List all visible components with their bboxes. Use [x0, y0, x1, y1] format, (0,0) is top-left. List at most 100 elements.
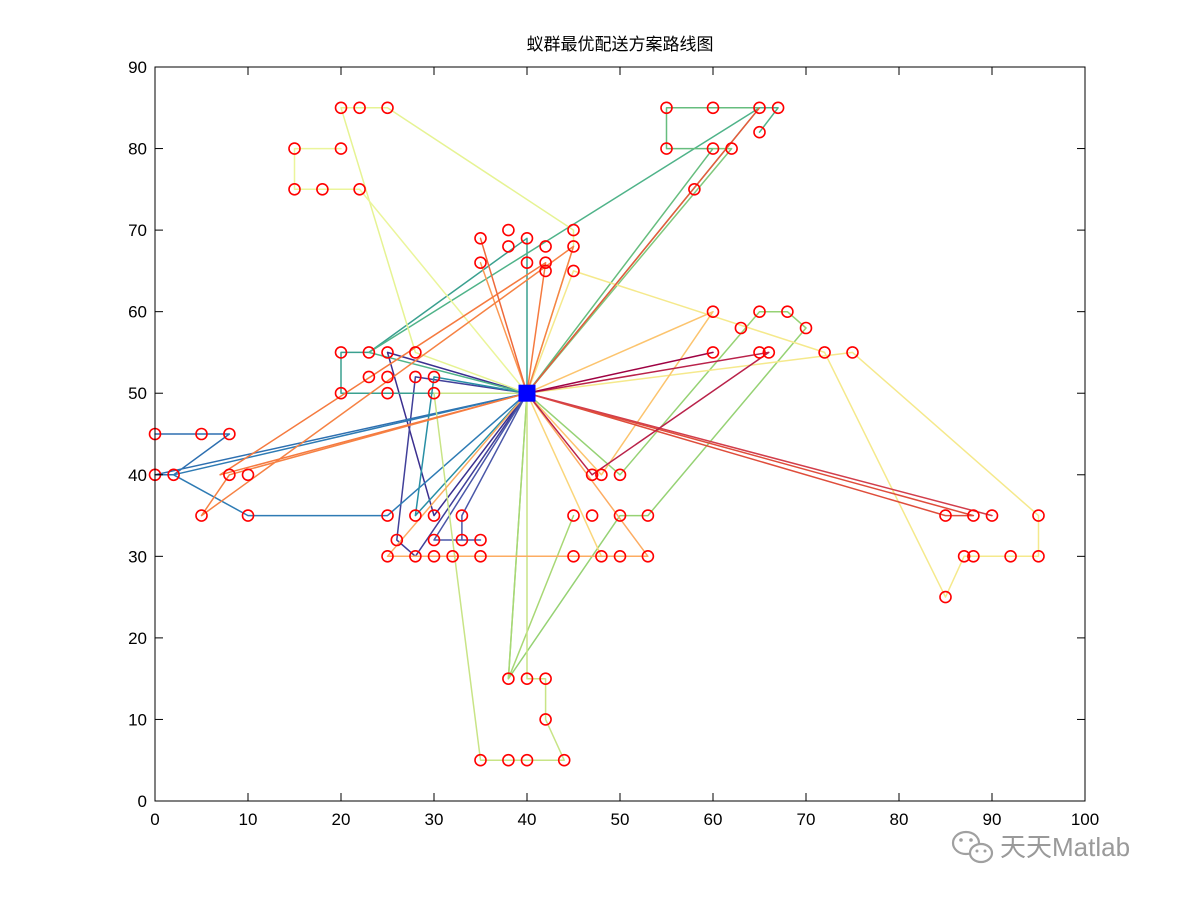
customer-point-21 — [771, 101, 785, 115]
customer-point-9 — [241, 509, 255, 522]
customer-point-58 — [381, 386, 394, 400]
y-tick-label: 60 — [128, 303, 147, 322]
route-line-18 — [526, 310, 714, 476]
route-line-4 — [154, 392, 528, 476]
axis-ticks: 0 10 20 30 40 50 60 70 80 90 100 0 10 20 30 40 50 60 70 80 9… — [128, 58, 1099, 829]
customer-point-100 — [557, 753, 571, 767]
customer-point-73 — [1004, 549, 1017, 563]
chart-title: 蚁群最优配送方案路线图 — [527, 35, 714, 55]
x-tick-label: 80 — [890, 810, 909, 829]
route-line-16 — [526, 270, 1040, 598]
customer-point-91 — [613, 549, 627, 563]
route-line-28 — [526, 351, 714, 394]
customer-point-43 — [799, 321, 813, 335]
customer-point-19 — [706, 101, 720, 115]
customer-point-8 — [195, 509, 208, 522]
customer-point-32 — [502, 240, 515, 253]
route-line-14 — [340, 107, 575, 394]
x-tick-label: 40 — [518, 810, 537, 829]
customer-point-67 — [939, 509, 952, 522]
customer-point-63 — [567, 509, 580, 522]
route-line-23 — [479, 237, 528, 394]
customer-point-71 — [957, 549, 971, 563]
customer-point-86 — [427, 549, 441, 563]
customer-point-70 — [1032, 509, 1045, 522]
watermark: 天天Matlab — [951, 830, 1130, 864]
customer-point-50 — [362, 346, 376, 359]
route-line-24 — [526, 107, 761, 394]
route-line-19 — [386, 392, 649, 558]
x-tick-label: 10 — [239, 810, 258, 829]
y-tick-label: 30 — [128, 547, 147, 566]
customer-point-7 — [241, 468, 255, 482]
customer-point-36 — [539, 256, 552, 270]
x-tick-label: 20 — [332, 810, 351, 829]
customer-point-42 — [734, 321, 748, 335]
customer-point-90 — [595, 549, 608, 563]
customer-point-12 — [381, 101, 394, 115]
customer-point-33 — [567, 240, 580, 253]
route-line-20 — [479, 261, 528, 394]
customer-point-60 — [585, 468, 599, 482]
customer-point-31 — [474, 232, 487, 245]
customer-point-78 — [427, 509, 441, 522]
customer-point-97 — [474, 753, 487, 767]
customer-point-13 — [288, 142, 301, 155]
route-line-22 — [219, 261, 547, 476]
customer-point-95 — [539, 672, 552, 686]
y-tick-label: 40 — [128, 466, 147, 485]
route-line-11 — [507, 310, 807, 680]
customer-point-87 — [446, 549, 459, 563]
customer-point-81 — [427, 533, 441, 547]
customer-point-93 — [502, 672, 515, 686]
customer-point-53 — [362, 370, 376, 384]
customer-point-35 — [520, 256, 534, 270]
customer-point-96 — [539, 713, 552, 726]
customer-point-16 — [316, 183, 329, 196]
customer-point-59 — [427, 386, 441, 400]
customer-point-68 — [967, 509, 980, 522]
route-line-21 — [200, 245, 575, 517]
x-tick-label: 30 — [425, 810, 444, 829]
customer-point-20 — [753, 101, 766, 115]
route-line-2 — [396, 376, 528, 558]
customer-point-66 — [641, 509, 655, 522]
customer-point-61 — [595, 468, 608, 482]
customer-point-23 — [706, 142, 720, 155]
customer-point-45 — [753, 346, 766, 359]
customer-point-15 — [288, 183, 301, 196]
y-tick-label: 50 — [128, 384, 147, 403]
x-tick-label: 70 — [797, 810, 816, 829]
x-tick-label: 90 — [983, 810, 1002, 829]
customer-point-11 — [353, 101, 366, 115]
customer-point-17 — [353, 183, 366, 196]
customer-point-38 — [567, 264, 580, 278]
customer-point-24 — [725, 142, 738, 155]
customer-point-79 — [455, 509, 469, 522]
depot-layer — [518, 384, 536, 402]
customer-point-64 — [585, 509, 599, 522]
customer-point-34 — [474, 256, 487, 270]
route-line-6 — [414, 376, 528, 517]
customer-point-28 — [520, 232, 534, 245]
x-tick-label: 0 — [150, 810, 159, 829]
customer-point-54 — [381, 370, 394, 384]
customer-point-6 — [223, 468, 236, 482]
customer-point-80 — [390, 533, 404, 547]
customer-point-92 — [641, 549, 655, 563]
customer-point-62 — [613, 468, 627, 482]
customer-point-51 — [381, 346, 394, 359]
route-lines — [154, 107, 1040, 761]
y-tick-label: 90 — [128, 58, 147, 77]
customer-point-18 — [660, 101, 673, 115]
customer-point-10 — [334, 101, 348, 115]
customer-point-5 — [167, 468, 180, 482]
customer-point-3 — [223, 427, 236, 441]
customer-point-2 — [195, 427, 208, 441]
customer-point-55 — [409, 370, 422, 384]
customer-point-27 — [502, 223, 515, 237]
customer-point-65 — [613, 509, 627, 522]
route-line-13 — [433, 392, 565, 761]
customer-point-26 — [688, 183, 701, 196]
customer-point-83 — [474, 533, 487, 547]
